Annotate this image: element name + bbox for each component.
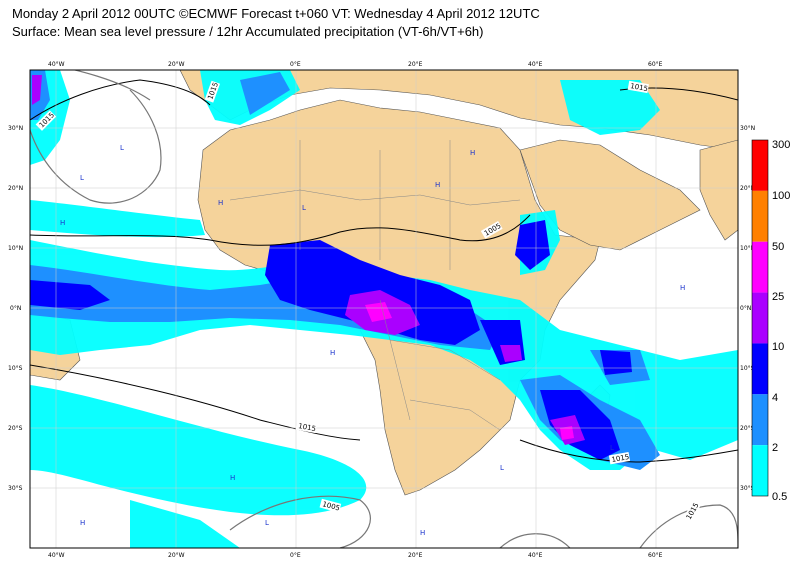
- legend-level: 50: [772, 241, 784, 253]
- lon-label: 40°W: [48, 552, 65, 559]
- lat-label: 10°N: [8, 245, 23, 252]
- legend-level: 0.5: [772, 491, 787, 503]
- legend-band: [752, 241, 768, 293]
- lat-label: 20°N: [740, 185, 755, 192]
- legend-band: [752, 394, 768, 446]
- legend-border: [751, 139, 769, 497]
- lon-label: 40°E: [528, 552, 543, 559]
- lon-label: 20°W: [168, 61, 185, 68]
- high-marker: H: [80, 519, 85, 527]
- legend-level: 4: [772, 392, 778, 404]
- lat-labels-right: 30°N 20°N 10°N 0°N 10°S 20°S 30°S: [740, 125, 755, 492]
- gridlines: [30, 70, 738, 548]
- high-marker: H: [330, 349, 335, 357]
- lon-label: 20°E: [408, 61, 423, 68]
- legend-level: 10: [772, 341, 784, 353]
- low-marker: L: [302, 204, 306, 212]
- lat-label: 0°N: [740, 305, 751, 312]
- map-border: [29, 69, 739, 549]
- isobar-label: 1015: [611, 453, 630, 464]
- high-marker: H: [218, 199, 223, 207]
- lon-label: 60°E: [648, 552, 663, 559]
- low-marker: L: [500, 464, 504, 472]
- lon-label: 60°E: [648, 61, 663, 68]
- lon-label: 0°E: [290, 61, 301, 68]
- legend-band: [752, 292, 768, 344]
- lon-label: 40°W: [48, 61, 65, 68]
- high-marker: H: [420, 529, 425, 537]
- lat-label: 0°N: [10, 305, 21, 312]
- lat-label: 10°S: [8, 365, 23, 372]
- lon-labels-bottom: 40°W 20°W 0°E 20°E 40°E 60°E: [48, 552, 663, 559]
- isobars-grey: [30, 70, 738, 548]
- legend-bands: [752, 140, 768, 496]
- isobar-1015-south: [30, 364, 361, 441]
- lat-label: 30°N: [8, 125, 23, 132]
- lon-labels-top: 40°W 20°W 0°E 20°E 40°E 60°E: [48, 61, 663, 68]
- lon-label: 0°E: [290, 552, 301, 559]
- chart-title-line2: Surface: Mean sea level pressure / 12hr …: [12, 24, 484, 39]
- lat-label: 10°N: [740, 245, 755, 252]
- precip-legend: 300 100 50 25 10 4 2 0.5: [751, 139, 790, 503]
- isobar-label: 1015: [298, 422, 317, 433]
- lat-label: 20°N: [8, 185, 23, 192]
- legend-level: 25: [772, 291, 784, 303]
- isobar-1015-east: [519, 439, 738, 463]
- high-marker: H: [60, 219, 65, 227]
- lon-label: 40°E: [528, 61, 543, 68]
- lat-label: 30°S: [740, 485, 755, 492]
- legend-level: 2: [772, 442, 778, 454]
- lat-label: 20°S: [8, 425, 23, 432]
- low-marker: L: [265, 519, 269, 527]
- legend-band: [752, 140, 768, 191]
- legend-band: [752, 343, 768, 395]
- high-marker: H: [470, 149, 475, 157]
- precip-magenta: [365, 302, 574, 440]
- low-marker: L: [610, 444, 614, 452]
- chart-title-line1: Monday 2 April 2012 00UTC ©ECMWF Forecas…: [12, 6, 540, 21]
- isobar-1015-north-atlantic: [30, 79, 211, 121]
- isobar-1005-north: [30, 214, 531, 246]
- legend-level: 100: [772, 190, 790, 202]
- legend-band: [752, 190, 768, 242]
- lat-label: 30°S: [8, 485, 23, 492]
- country-borders: [229, 140, 521, 431]
- legend-band: [752, 445, 768, 496]
- legend-level: 300: [772, 139, 790, 151]
- lon-label: 20°E: [408, 552, 423, 559]
- low-marker: L: [80, 174, 84, 182]
- lat-label: 10°S: [740, 365, 755, 372]
- lat-label: 30°N: [740, 125, 755, 132]
- high-marker: H: [230, 474, 235, 482]
- high-marker: H: [435, 181, 440, 189]
- low-marker: L: [120, 144, 124, 152]
- lon-label: 20°W: [168, 552, 185, 559]
- high-marker: H: [680, 284, 685, 292]
- isobars: [30, 79, 738, 463]
- lat-label: 20°S: [740, 425, 755, 432]
- lat-labels-left: 30°N 20°N 10°N 0°N 10°S 20°S 30°S: [8, 125, 23, 492]
- isobar-label: 1015: [630, 82, 649, 93]
- india-landmass: [699, 139, 738, 241]
